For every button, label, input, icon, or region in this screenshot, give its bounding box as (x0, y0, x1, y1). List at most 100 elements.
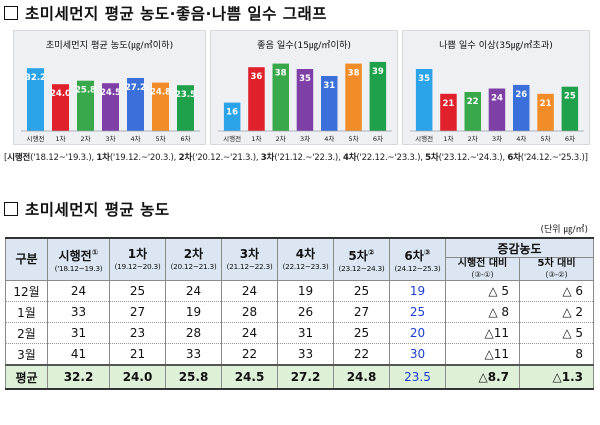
bar (415, 69, 433, 131)
period-close-bracket: ] (584, 153, 588, 163)
table-cell: 30 (389, 343, 446, 366)
table-cell: 27 (109, 301, 166, 323)
period-legend: [시행전('18.12~'19.3.), 1차('19.12.~'20.3.),… (4, 151, 588, 163)
diff-cell: △1.3 (518, 364, 595, 390)
row-label: 3월 (5, 343, 48, 366)
bar-value-label: 25.8 (75, 86, 96, 96)
bar-value-label: 39 (372, 67, 384, 77)
period-range: ('20.12.~'21.3.), (192, 153, 261, 163)
diff-cell: △ 8 (445, 301, 520, 323)
chart-avg-concentration: 32.2 시행전 24.0 1차 25.8 2차 24.5 3차 27.2 4차 24.8 5차 23.… (21, 68, 200, 143)
category-label: 6차 (180, 134, 190, 143)
table-cell: 32.2 (47, 364, 110, 390)
bar (513, 84, 530, 131)
table-cell: 26 (277, 301, 334, 323)
checkbox-square-icon (4, 202, 18, 216)
bar-value-label: 24 (491, 94, 503, 104)
bar (248, 67, 265, 131)
diff-cell: △ 2 (518, 301, 595, 323)
diff-cell: △ 5 (445, 280, 520, 302)
category-label: 5차 (349, 134, 359, 143)
table-row: 12월 24 25 24 24 19 25 19 △ 5 △ 6 (5, 280, 595, 302)
table-cell: 22 (221, 343, 278, 366)
bar-value-label: 38 (275, 69, 287, 79)
diff-cell: △ 6 (518, 280, 595, 302)
header-col-sub: (19.12~20.3) (114, 262, 161, 271)
bar-value-label: 26 (515, 90, 527, 100)
header-col-2: 2차 (20.12~21.3) (165, 237, 222, 281)
header-col-mark: ③ (423, 248, 431, 257)
period-range: ('22.12.~'23.3.), (356, 153, 426, 163)
bar-value-label: 21 (540, 99, 552, 109)
bar-value-label: 24.8 (150, 88, 171, 98)
table-row: 3월 41 21 33 22 33 22 30 △11 8 (5, 343, 595, 366)
table-cell: 24 (221, 322, 278, 344)
header-col-name: 4차 (295, 247, 316, 261)
bar (127, 78, 144, 131)
period-range: ('19.12.~'20.3.), (109, 153, 179, 163)
chart-bad-days: 35 시행전 21 1차 22 2차 24 3차 26 4차 21 5차 25 6차 (410, 69, 584, 143)
bar (440, 93, 457, 131)
header-col-sub: (21.12~22.3) (226, 262, 273, 271)
bar (152, 82, 169, 131)
header-diff-name: 시행전 대비 (457, 258, 508, 269)
category-label: 4차 (516, 134, 526, 143)
header-col-5: 5차② (23.12~24.3) (333, 237, 390, 281)
category-label: 시행전 (223, 134, 241, 143)
row-label-average: 평균 (5, 364, 48, 390)
bar (321, 76, 338, 131)
period-range: ('18.12~'19.3.), (30, 153, 97, 163)
row-label: 12월 (5, 280, 48, 302)
table-row-average: 평균 32.2 24.0 25.8 24.5 27.2 24.8 23.5 △8… (5, 364, 595, 390)
period-range: ('24.12.~'25.3.) (520, 153, 585, 163)
bar-value-label: 35 (299, 74, 311, 84)
chart-panel-bad-days: 나쁨 일수 이상(35㎍/㎥초과) 35 시행전 21 1차 22 2차 24 3차 26 4차 2… (402, 30, 590, 145)
category-label: 4차 (130, 134, 140, 143)
category-label: 3차 (105, 134, 115, 143)
category-label: 6차 (565, 134, 575, 143)
header-diff-name: 5차 대비 (537, 258, 576, 269)
period-range: ('23.12.~'24.3.), (438, 153, 508, 163)
header-category-text: 구분 (15, 252, 38, 266)
bar-value-label: 27.2 (125, 83, 146, 93)
category-label: 시행전 (27, 134, 45, 143)
table-cell: 24.0 (109, 364, 166, 390)
period-label: 3차 (260, 153, 275, 163)
header-diff-pre: 시행전 대비 (③-①) (445, 257, 520, 281)
table-cell: 21 (109, 343, 166, 366)
chart-title-bad-days: 나쁨 일수 이상(35㎍/㎥초과) (439, 40, 553, 51)
bar (177, 85, 194, 131)
table-row: 2월 31 23 28 24 31 25 20 △11 △ 5 (5, 322, 595, 344)
bar-value-label: 36 (250, 72, 262, 82)
category-label: 2차 (80, 134, 90, 143)
header-diff: 증감농도 (444, 237, 595, 258)
table-cell: 23 (109, 322, 166, 344)
period-label: 4차 (342, 153, 357, 163)
header-col-name: 6차 (404, 249, 424, 263)
bar-value-label: 31 (323, 81, 335, 91)
section-title-graph-text: 초미세먼지 평균 농도·좋음·나쁨 일수 그래프 (25, 5, 328, 23)
bar-value-label: 24.0 (50, 89, 71, 99)
table-cell: 24.5 (221, 364, 278, 390)
bar-value-label: 35 (418, 74, 430, 84)
bar (27, 68, 44, 131)
category-label: 1차 (251, 134, 261, 143)
header-col-name: 1차 (127, 247, 148, 261)
bar (52, 84, 69, 131)
table-cell: 27 (333, 301, 390, 323)
category-label: 5차 (155, 134, 165, 143)
bar (561, 86, 579, 131)
category-label: 1차 (55, 134, 65, 143)
bar (296, 69, 314, 131)
period-label: 6차 (507, 153, 521, 163)
diff-cell: 8 (518, 343, 595, 366)
header-col-sub: ('18.12~19.3) (54, 264, 103, 273)
chart-panel-avg-concentration: 초미세먼지 평균 농도(㎍/㎥이하) 32.2 시행전 24.0 1차 25.8 2차 24… (13, 30, 206, 145)
bar (369, 61, 387, 131)
header-diff-sub: (③-②) (545, 270, 568, 279)
period-label: 시행전 (7, 153, 31, 163)
header-col-3: 3차 (21.12~22.3) (221, 237, 278, 281)
bar-value-label: 24.5 (100, 88, 121, 98)
diff-cell: △11 (445, 343, 520, 366)
chart-title-avg-concentration: 초미세먼지 평균 농도(㎍/㎥이하) (45, 40, 174, 51)
